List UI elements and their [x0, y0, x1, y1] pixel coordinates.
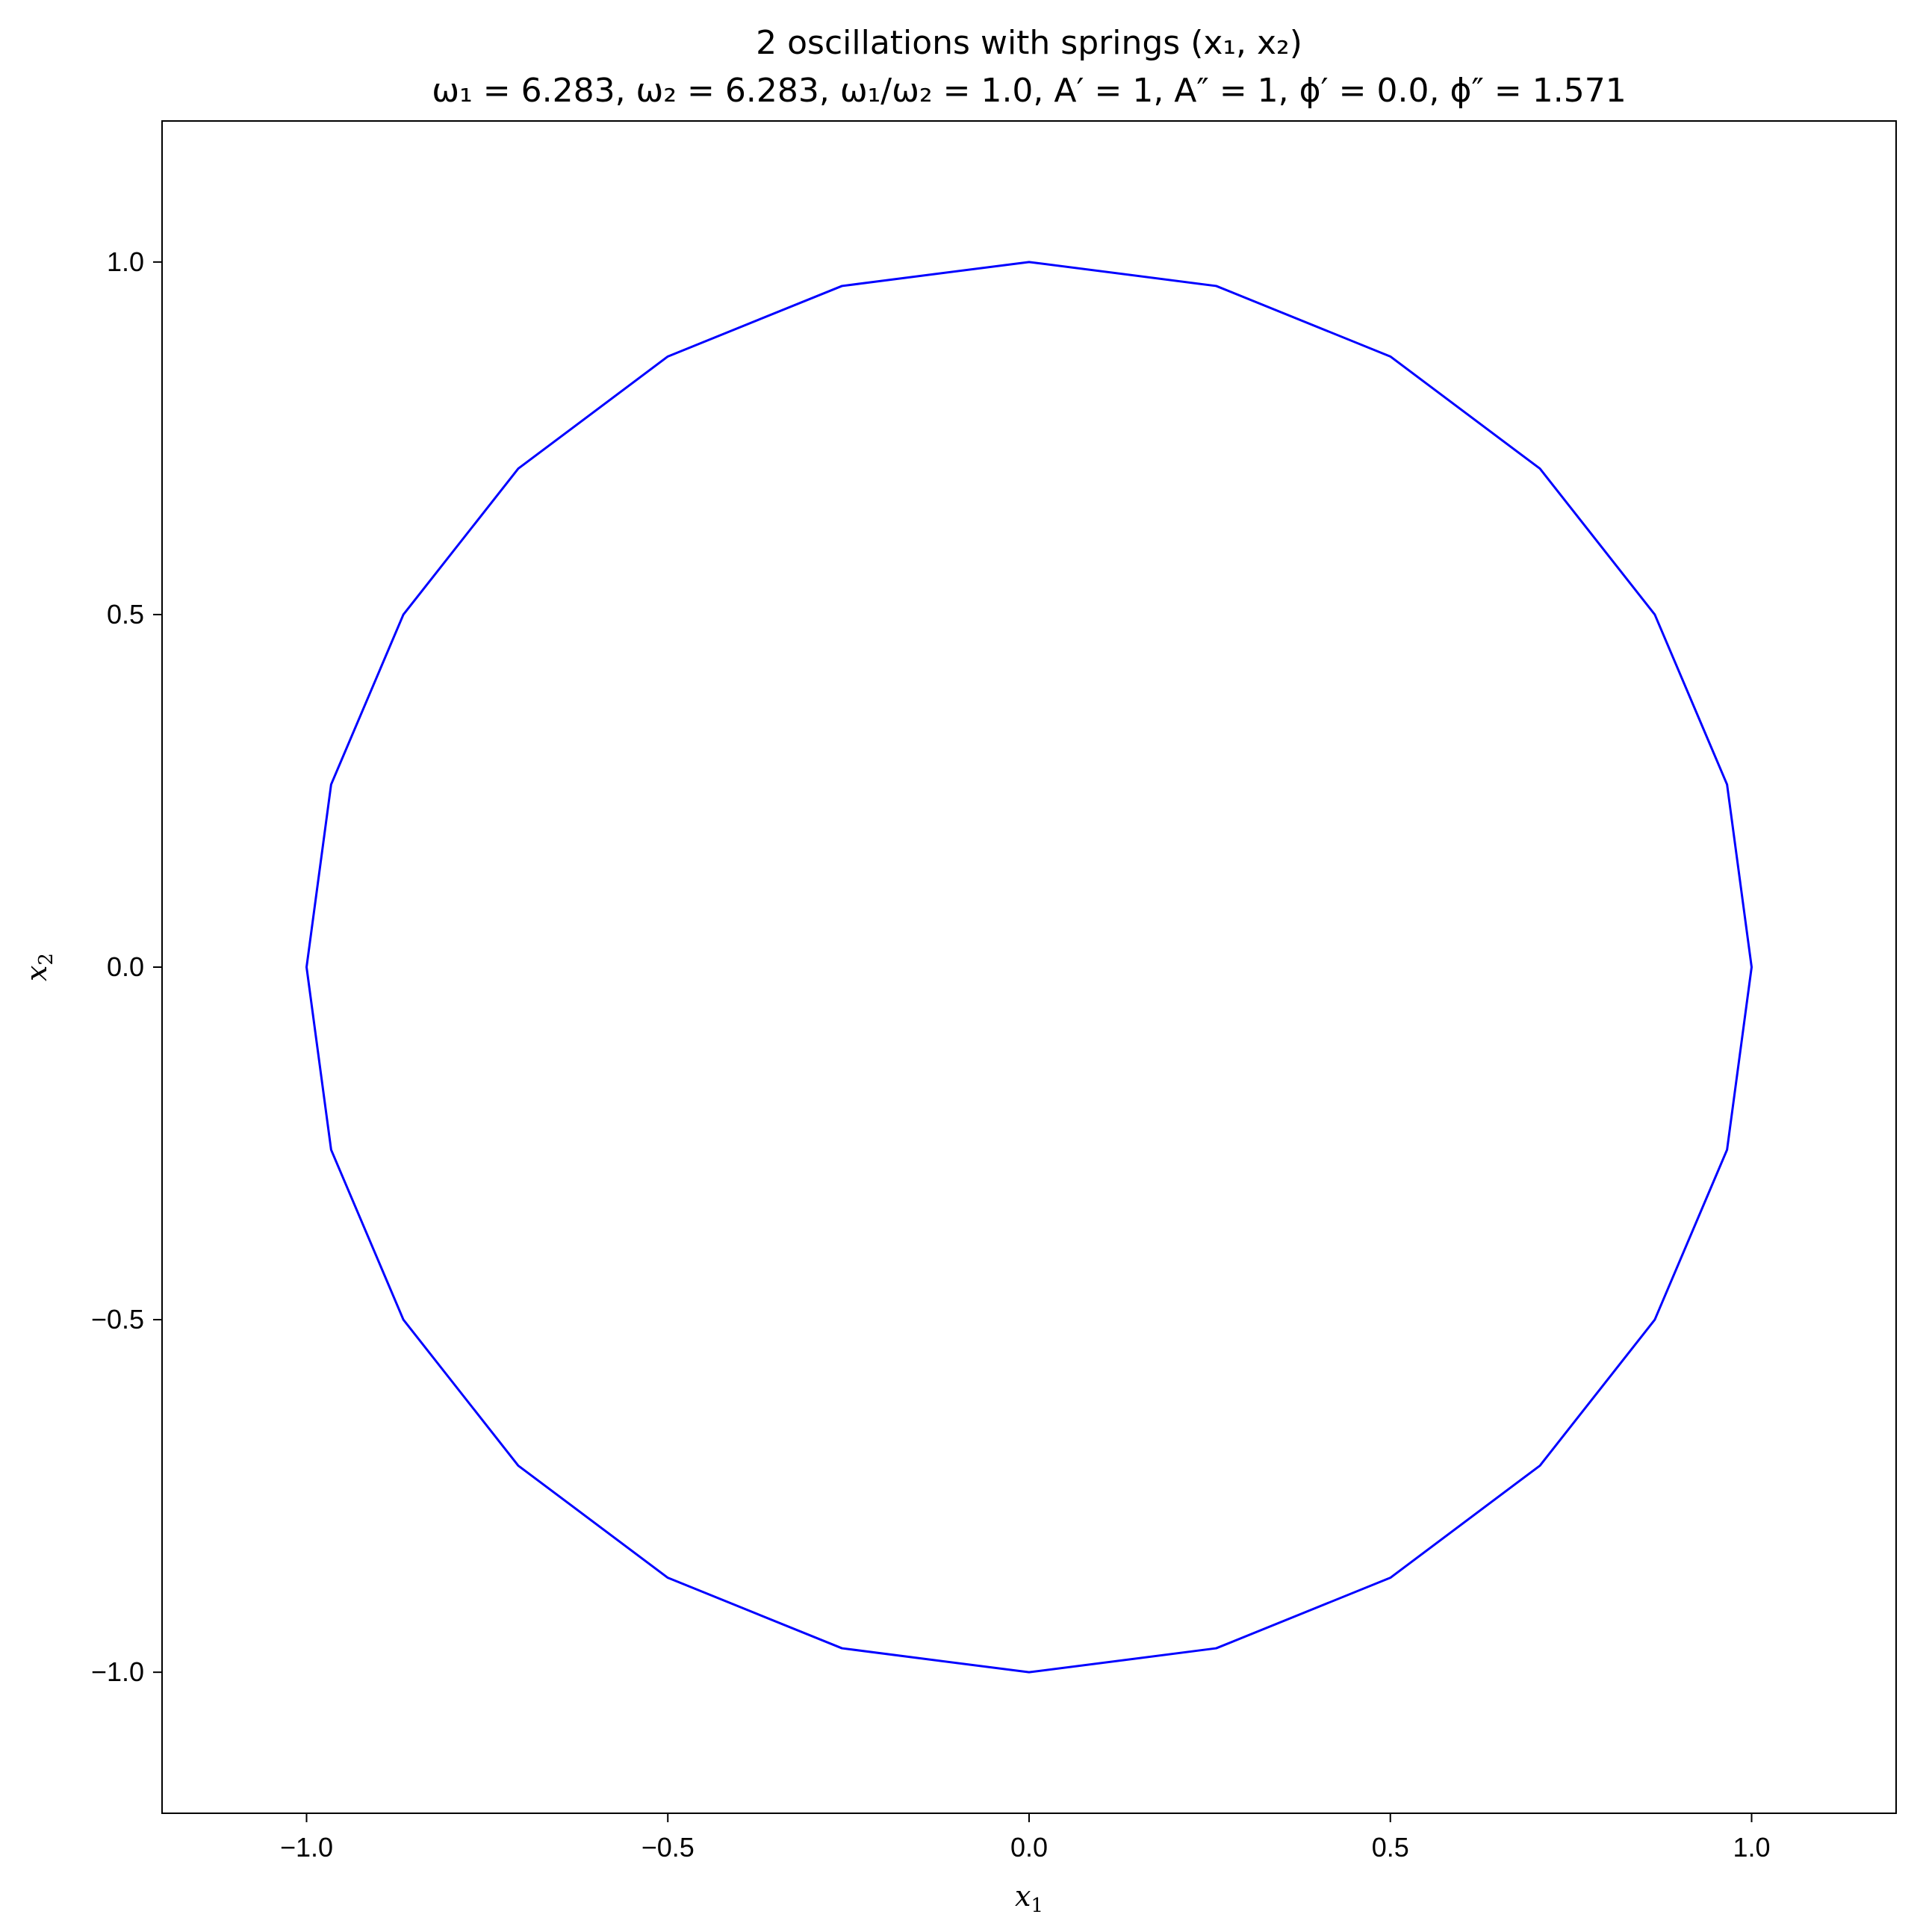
x-axis-label-sub: 1 — [1031, 1895, 1043, 1917]
plot-area — [305, 261, 1753, 1674]
x-axis-label: x1 — [1015, 1880, 1043, 1917]
axis-ticks: −1.0 −0.5 0.0 0.5 1.0 −1.0 −0.5 0.0 0.5 1.0 — [91, 246, 1771, 1863]
x-tick-label: 0.0 — [1010, 1832, 1048, 1863]
chart-title: 2 oscillations with springs (x₁, x₂) — [756, 24, 1302, 62]
y-axis-label-sub: 2 — [35, 953, 58, 966]
x-axis-label-main: x — [1015, 1880, 1031, 1913]
series-line-0 — [305, 261, 1753, 1674]
x-tick-label: −1.0 — [280, 1832, 333, 1863]
y-tick-label: −1.0 — [91, 1656, 144, 1687]
y-tick-label: 0.0 — [107, 951, 144, 982]
y-tick-label: 0.5 — [107, 599, 144, 630]
y-axis-label-main: x — [20, 966, 53, 981]
chart-subtitle: ω₁ = 6.283, ω₂ = 6.283, ω₁/ω₂ = 1.0, A′ … — [432, 72, 1626, 110]
axes-frame — [161, 120, 1897, 1814]
y-tick-label: −0.5 — [91, 1304, 144, 1335]
y-tick-label: 1.0 — [107, 246, 144, 277]
y-axis-label: x2 — [20, 953, 58, 981]
x-tick-label: −0.5 — [641, 1832, 695, 1863]
x-tick-label: 1.0 — [1733, 1832, 1770, 1863]
x-tick-label: 0.5 — [1372, 1832, 1409, 1863]
